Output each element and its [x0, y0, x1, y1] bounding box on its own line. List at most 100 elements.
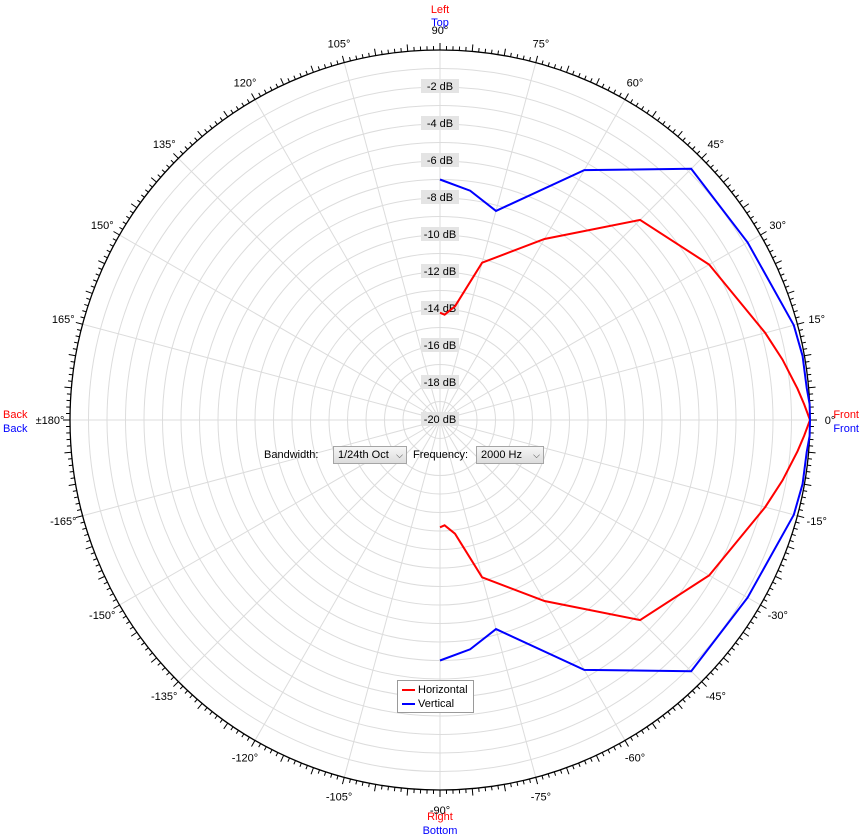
angle-tick	[731, 647, 736, 651]
angle-tick	[718, 662, 723, 666]
grid-spoke	[439, 99, 626, 421]
dir-label-back-horizontal: Back	[3, 409, 28, 421]
angle-tick	[772, 581, 777, 585]
angle-tick	[98, 260, 105, 265]
angle-label: -135°	[151, 691, 177, 703]
angle-tick	[90, 285, 95, 288]
angle-tick	[214, 121, 218, 125]
angle-tick	[753, 221, 758, 225]
angle-tick	[299, 73, 302, 78]
angle-tick	[380, 785, 383, 790]
dir-label-front-vertical: Front	[833, 423, 859, 435]
angle-tick	[522, 55, 525, 60]
radial-label-bg	[421, 79, 459, 93]
grid-spoke	[439, 234, 761, 421]
radial-label: -4 dB	[427, 118, 453, 130]
angle-tick	[750, 621, 754, 625]
angle-tick	[197, 703, 203, 710]
frequency-select[interactable]: 2000 Hz ⌵	[476, 446, 544, 464]
angle-tick	[72, 490, 77, 492]
angle-label: -150°	[89, 610, 115, 622]
angle-tick	[269, 749, 273, 754]
angle-tick	[126, 621, 130, 625]
angle-tick	[349, 778, 351, 784]
angle-tick	[772, 255, 777, 259]
bandwidth-select[interactable]: 1/24th Oct ⌵	[333, 446, 407, 464]
legend-label-vertical: Vertical	[418, 698, 455, 710]
angle-tick	[782, 558, 787, 561]
radial-labels: -2 dB-4 dB-6 dB-8 dB-10 dB-12 dB-14 dB-1…	[421, 79, 459, 426]
angle-tick	[64, 386, 72, 389]
angle-tick	[657, 719, 661, 723]
angle-tick	[103, 255, 108, 259]
angle-tick	[516, 781, 519, 786]
angle-tick	[173, 681, 179, 687]
angle-tick	[777, 267, 782, 270]
angle-tick	[687, 141, 691, 146]
angle-tick	[86, 297, 91, 301]
angle-tick	[763, 598, 768, 602]
angle-tick	[76, 329, 82, 331]
angle-label: -165°	[50, 516, 76, 528]
angle-tick	[122, 615, 127, 619]
angle-tick	[766, 243, 771, 247]
angle-tick	[74, 341, 79, 344]
angle-tick	[803, 490, 808, 492]
angle-tick	[68, 483, 76, 486]
angle-tick	[84, 533, 89, 537]
angle-tick	[149, 652, 153, 656]
angle-tick	[189, 694, 193, 699]
radial-label-bg	[421, 227, 459, 241]
angle-tick	[714, 169, 719, 173]
angle-tick	[775, 575, 782, 580]
angle-tick	[696, 150, 701, 155]
dir-label-left: Left	[431, 4, 449, 16]
angle-tick	[800, 502, 805, 505]
angle-tick	[687, 694, 691, 699]
angle-tick	[194, 137, 198, 142]
angle-tick	[98, 570, 103, 573]
angle-tick	[280, 755, 285, 762]
angle-tick	[646, 109, 650, 114]
outer-tick-ring	[63, 43, 817, 797]
angle-tick	[299, 762, 302, 767]
angle-tick	[746, 210, 751, 214]
angle-label: -120°	[232, 753, 258, 765]
radial-label-bg	[421, 116, 459, 130]
angle-tick	[113, 231, 120, 236]
grid-spoke	[343, 419, 441, 778]
angle-tick	[161, 667, 166, 671]
angle-tick	[119, 610, 124, 614]
angle-tick	[795, 316, 800, 319]
angle-tick	[497, 785, 500, 790]
angle-tick	[630, 736, 634, 741]
angle-tick	[150, 177, 157, 183]
angle-tick	[601, 83, 605, 88]
angle-tick	[144, 189, 149, 193]
angle-tick	[667, 124, 671, 129]
angle-tick	[503, 48, 506, 56]
angle-tick	[98, 575, 105, 580]
angle-tick	[93, 558, 98, 561]
angle-tick	[601, 752, 605, 757]
angle-tick	[387, 49, 390, 54]
angle-tick	[691, 146, 696, 150]
angle-tick	[305, 765, 308, 770]
angle-tick	[341, 55, 345, 63]
angle-tick	[64, 451, 72, 454]
angle-tick	[82, 527, 87, 530]
angle-tick	[705, 159, 710, 164]
angle-tick	[149, 184, 153, 188]
angle-tick	[746, 626, 751, 630]
angle-tick	[803, 348, 808, 350]
grid-spoke	[439, 158, 702, 421]
angle-tick	[106, 249, 111, 253]
angle-tick	[718, 174, 723, 178]
grid-spoke	[439, 419, 537, 778]
angle-tick	[106, 587, 111, 591]
angle-tick	[742, 631, 750, 637]
angle-tick	[572, 765, 575, 770]
angle-tick	[795, 521, 800, 524]
angle-tick	[90, 552, 95, 555]
angle-tick	[317, 769, 321, 774]
